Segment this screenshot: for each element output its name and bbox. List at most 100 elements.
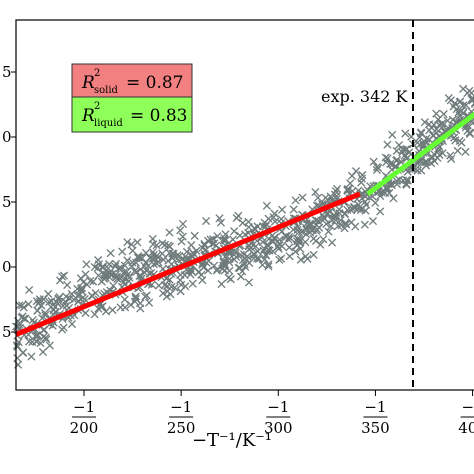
data-point (467, 94, 474, 103)
data-point (182, 247, 191, 256)
data-point (260, 244, 269, 253)
data-point (444, 94, 453, 103)
y-tick-label: 5 (2, 63, 12, 81)
data-point (164, 241, 173, 250)
data-point (294, 235, 303, 244)
data-point (296, 255, 305, 264)
data-point (136, 299, 145, 308)
data-point (121, 303, 130, 312)
data-point (313, 225, 322, 234)
data-point (328, 238, 337, 247)
fit-line-liquid (366, 111, 474, 196)
data-point (352, 167, 361, 176)
data-point (217, 280, 226, 289)
data-point (19, 348, 28, 357)
data-point (177, 255, 186, 264)
data-point (383, 154, 392, 163)
data-point (372, 162, 382, 172)
y-tick-label: 0 (2, 258, 12, 276)
data-point (351, 222, 360, 231)
data-point (123, 238, 132, 247)
data-point (449, 102, 458, 111)
data-point (394, 140, 404, 150)
data-point (133, 238, 142, 247)
data-point (258, 260, 267, 270)
data-point (54, 294, 63, 303)
data-point (177, 237, 186, 246)
data-point (402, 144, 411, 154)
data-point (39, 295, 48, 304)
data-point (264, 214, 273, 223)
data-point (32, 337, 41, 346)
data-point (125, 273, 134, 282)
data-point (87, 291, 96, 300)
data-point (82, 260, 91, 269)
data-point (376, 207, 385, 216)
data-point (365, 193, 374, 202)
data-point (326, 222, 335, 231)
legend-liquid-box (71, 96, 193, 133)
data-point (389, 194, 398, 203)
data-point (439, 110, 448, 119)
data-point (403, 167, 412, 176)
data-point (98, 263, 107, 272)
data-point (324, 227, 333, 236)
data-point (357, 178, 366, 187)
svg-text:liquid: liquid (94, 118, 123, 129)
data-point (45, 341, 54, 350)
data-point (401, 129, 410, 138)
data-point (236, 272, 245, 281)
data-point (274, 239, 284, 248)
data-point (278, 205, 287, 214)
data-point (289, 205, 298, 214)
data-point (344, 185, 353, 194)
data-point (211, 241, 221, 250)
data-point (232, 213, 241, 223)
data-point (301, 252, 310, 261)
data-point (311, 187, 320, 197)
data-point (244, 278, 254, 287)
legend-solid-box (71, 63, 193, 98)
data-point (218, 264, 227, 273)
x-axis-label: −T⁻¹/K⁻¹ (192, 430, 272, 451)
data-point (176, 287, 185, 296)
data-point (236, 250, 245, 259)
data-point (321, 193, 330, 202)
data-point (111, 262, 120, 271)
data-point (333, 184, 342, 194)
data-point (453, 146, 462, 155)
data-point (118, 247, 127, 256)
data-point (67, 319, 77, 329)
data-point (178, 232, 187, 241)
data-point (330, 190, 339, 199)
data-point (413, 166, 422, 175)
data-point (163, 287, 172, 296)
data-point (459, 109, 468, 118)
x-tick-exponent: −1 (364, 398, 386, 416)
data-point (376, 191, 385, 200)
data-point (372, 165, 382, 175)
x-tick-label: 300 (264, 419, 293, 437)
data-point (305, 222, 314, 231)
data-point (19, 314, 29, 323)
plot-frame (15, 19, 474, 391)
data-point (392, 180, 402, 189)
data-point (197, 270, 206, 279)
data-point (368, 217, 378, 226)
data-point (438, 119, 447, 128)
data-point (369, 157, 378, 166)
data-point (81, 270, 90, 279)
fit-line-solid (15, 191, 361, 337)
data-point (293, 222, 302, 231)
data-point (202, 216, 211, 226)
data-point (94, 304, 103, 313)
data-point (335, 209, 344, 218)
x-tick-exponent: −1 (462, 398, 474, 416)
x-tick-exponent: −1 (170, 398, 192, 416)
data-point (98, 262, 108, 271)
svg-text:2: 2 (94, 68, 100, 79)
data-point (101, 307, 111, 316)
data-point (422, 134, 431, 143)
data-point (13, 322, 22, 331)
